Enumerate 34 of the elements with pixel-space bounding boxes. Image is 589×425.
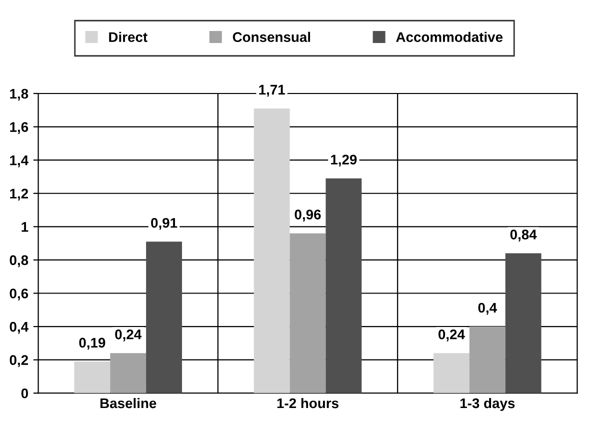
data-label: 0,24 [115,329,142,342]
y-tick-label: 0,2 [10,355,28,368]
bar [469,326,506,394]
x-tick-label: Baseline [100,398,156,408]
y-tick-label: 1,4 [10,156,28,168]
bar [326,178,362,394]
data-label: 0,19 [79,338,106,350]
data-label: 0,96 [294,210,321,222]
x-tick-label: 1-3 days [460,398,515,411]
y-tick-label: 0,6 [10,288,28,300]
y-tick-label: 1,2 [10,188,28,201]
bar [434,353,470,394]
data-label: 0,91 [151,218,178,230]
bar [505,253,542,394]
y-tick-label: 0,8 [10,255,28,268]
data-label: 1,71 [259,84,285,97]
bar [74,362,110,394]
y-tick-label: 0,4 [10,322,28,334]
data-label: 1,29 [331,154,357,167]
y-tick-label: 1,8 [10,88,28,101]
x-tick-label: 1-2 hours [277,398,338,408]
data-label: 0,24 [438,329,465,342]
bar [254,108,290,394]
y-tick-label: 0 [21,388,28,398]
data-label: 0,4 [478,302,497,315]
legend-label: Consensual [232,32,310,42]
y-tick-label: 1 [22,222,28,232]
data-label: 0,84 [510,230,537,242]
bar [146,242,182,394]
legend-label: Direct [109,32,148,42]
legend-label: Accommodative [396,32,503,42]
y-tick-label: 1,6 [10,122,28,134]
bar [290,233,326,394]
bar [110,353,146,394]
